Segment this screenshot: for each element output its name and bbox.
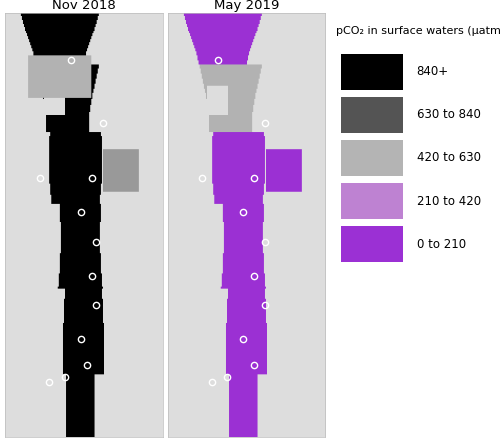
Bar: [341, 97, 404, 133]
Bar: [341, 226, 404, 262]
Title: Nov 2018: Nov 2018: [52, 0, 116, 12]
Title: May 2019: May 2019: [214, 0, 279, 12]
Text: pCO₂ in surface waters (μatm): pCO₂ in surface waters (μatm): [336, 26, 500, 36]
Text: 630 to 840: 630 to 840: [416, 108, 480, 121]
Text: 210 to 420: 210 to 420: [416, 194, 481, 208]
Text: 0 to 210: 0 to 210: [416, 238, 466, 250]
Text: 840+: 840+: [416, 65, 449, 78]
Bar: [341, 54, 404, 90]
Bar: [341, 183, 404, 219]
Text: 420 to 630: 420 to 630: [416, 151, 480, 164]
Bar: [341, 140, 404, 176]
